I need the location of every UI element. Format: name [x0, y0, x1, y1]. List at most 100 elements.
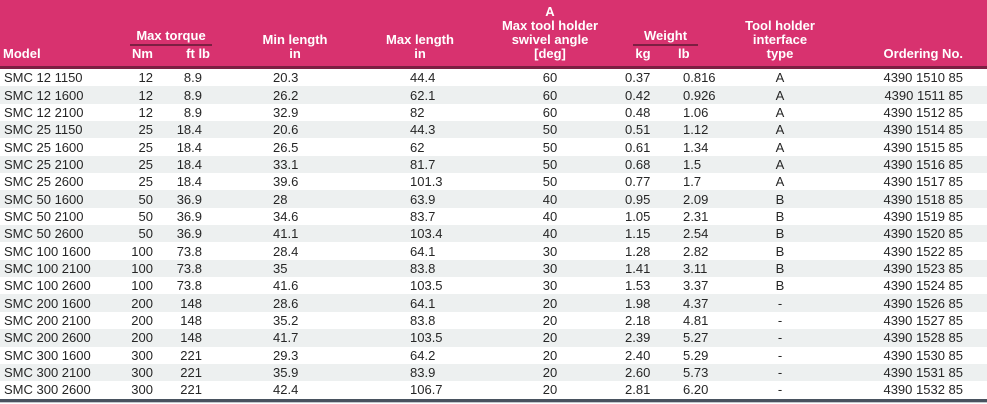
weight-units: kg lb — [620, 47, 722, 61]
cell-max-torque-nm: 25 — [138, 174, 153, 190]
cell-swivel-angle: 20 — [542, 347, 558, 363]
cell-weight-kg: 1.53 — [625, 278, 651, 294]
cell-weight-kg: 0.51 — [625, 122, 651, 138]
table-row: SMC 50 1600 50 36.9 28 63.9 40 0.95 2.09… — [0, 190, 987, 208]
cell-ordering-no: 4390 1511 85 — [884, 87, 963, 103]
cell-max-length: 44.4 — [410, 70, 436, 86]
cell-weight-lb: 2.54 — [683, 226, 709, 242]
cell-swivel-angle: 20 — [542, 312, 558, 328]
cell-model: SMC 25 1600 — [4, 139, 84, 155]
cell-max-torque-ftlb: 36.9 — [176, 226, 202, 242]
cell-max-torque-ftlb: 148 — [180, 330, 202, 346]
cell-weight-kg: 0.42 — [625, 87, 651, 103]
cell-interface-type: - — [777, 312, 783, 328]
cell-weight-kg: 1.15 — [625, 226, 651, 242]
cell-weight-lb: 5.29 — [683, 347, 709, 363]
cell-interface-type: A — [775, 87, 785, 103]
cell-min-length: 41.6 — [273, 278, 299, 294]
cell-min-length: 33.1 — [273, 156, 299, 172]
cell-ordering-no: 4390 1516 85 — [883, 156, 963, 172]
cell-weight-lb: 6.20 — [683, 382, 709, 398]
cell-max-torque-nm: 100 — [131, 243, 153, 259]
table-row: SMC 300 1600 300 221 29.3 64.2 20 2.40 5… — [0, 347, 987, 364]
cell-max-torque-nm: 25 — [138, 156, 153, 172]
cell-ordering-no: 4390 1519 85 — [883, 208, 963, 224]
cell-weight-kg: 2.18 — [625, 312, 651, 328]
cell-weight-kg: 0.68 — [625, 156, 651, 172]
table-row: SMC 200 2100 200 148 35.2 83.8 20 2.18 4… — [0, 312, 987, 329]
cell-model: SMC 25 2100 — [4, 156, 84, 172]
col-header-model: Model — [0, 0, 130, 66]
cell-weight-kg: 1.28 — [625, 243, 651, 259]
cell-interface-type: B — [775, 243, 785, 259]
cell-interface-type: A — [775, 122, 785, 138]
cell-swivel-angle: 30 — [542, 260, 558, 276]
cell-model: SMC 50 2100 — [4, 208, 84, 224]
cell-max-length: 64.1 — [410, 243, 436, 259]
cell-max-torque-nm: 200 — [131, 295, 153, 311]
cell-min-length: 41.1 — [273, 226, 299, 242]
cell-ordering-no: 4390 1517 85 — [883, 174, 963, 190]
cell-weight-kg: 2.81 — [625, 382, 651, 398]
cell-weight-kg: 2.40 — [625, 347, 651, 363]
table-row: SMC 200 1600 200 148 28.6 64.1 20 1.98 4… — [0, 294, 987, 312]
cell-ordering-no: 4390 1523 85 — [883, 260, 963, 276]
cell-weight-lb: 0.816 — [683, 70, 716, 86]
cell-max-torque-ftlb: 18.4 — [176, 174, 202, 190]
cell-min-length: 35 — [273, 260, 288, 276]
header-separator-line — [0, 66, 987, 69]
cell-min-length: 28.6 — [273, 295, 299, 311]
table-row: SMC 25 2600 25 18.4 39.6 101.3 50 0.77 1… — [0, 173, 987, 190]
cell-weight-kg: 2.39 — [625, 330, 651, 346]
cell-interface-type: - — [777, 365, 783, 381]
cell-ordering-no: 4390 1522 85 — [883, 243, 963, 259]
cell-max-torque-nm: 50 — [138, 226, 153, 242]
cell-max-torque-ftlb: 18.4 — [176, 122, 202, 138]
cell-interface-type: B — [775, 226, 785, 242]
cell-model: SMC 50 1600 — [4, 191, 84, 207]
cell-max-length: 103.4 — [410, 226, 443, 242]
cell-ordering-no: 4390 1530 85 — [883, 347, 963, 363]
cell-max-torque-ftlb: 18.4 — [176, 156, 202, 172]
cell-max-length: 63.9 — [410, 191, 436, 207]
table-row: SMC 100 2600 100 73.8 41.6 103.5 30 1.53… — [0, 277, 987, 294]
cell-ordering-no: 4390 1524 85 — [883, 278, 963, 294]
header-min-length-label: Min length — [262, 32, 328, 47]
cell-max-length: 106.7 — [410, 382, 443, 398]
table-row: SMC 12 1600 12 8.9 26.2 62.1 60 0.42 0.9… — [0, 86, 987, 104]
table-row: SMC 300 2100 300 221 35.9 83.9 20 2.60 5… — [0, 363, 987, 382]
header-min-length-unit: in — [289, 46, 301, 61]
cell-weight-kg: 1.05 — [625, 208, 651, 224]
cell-max-torque-ftlb: 73.8 — [176, 278, 202, 294]
table-row: SMC 25 1600 25 18.4 26.5 62 50 0.61 1.34… — [0, 138, 987, 155]
cell-interface-type: B — [775, 260, 785, 276]
cell-model: SMC 12 2100 — [4, 104, 84, 120]
cell-weight-kg: 0.77 — [625, 174, 651, 190]
cell-weight-kg: 1.41 — [625, 260, 651, 276]
cell-max-length: 81.7 — [410, 156, 436, 172]
cell-max-torque-nm: 50 — [138, 208, 153, 224]
col-header-max-torque: Max torque Nm ft lb — [130, 0, 230, 66]
table-row: SMC 200 2600 200 148 41.7 103.5 20 2.39 … — [0, 329, 987, 347]
cell-max-length: 64.2 — [410, 347, 436, 363]
cell-swivel-angle: 20 — [542, 330, 558, 346]
cell-interface-type: A — [775, 139, 785, 155]
cell-weight-lb: 4.37 — [683, 295, 709, 311]
header-swivel-line2: Max tool holder — [501, 18, 599, 33]
table-body: SMC 12 1150 12 8.9 20.3 44.4 60 0.37 0.8… — [0, 69, 987, 399]
cell-swivel-angle: 50 — [542, 156, 558, 172]
header-interface-line3: type — [766, 46, 794, 61]
header-lb-label: lb — [678, 46, 690, 61]
cell-weight-lb: 0.926 — [683, 87, 716, 103]
cell-weight-lb: 1.12 — [683, 122, 709, 138]
cell-max-length: 62 — [410, 139, 425, 155]
cell-max-length: 62.1 — [410, 87, 436, 103]
cell-model: SMC 25 2600 — [4, 174, 84, 190]
cell-max-torque-ftlb: 148 — [180, 312, 202, 328]
cell-weight-kg: 0.61 — [625, 139, 651, 155]
cell-swivel-angle: 30 — [542, 243, 558, 259]
header-ordering-label: Ordering No. — [883, 46, 963, 61]
cell-ordering-no: 4390 1514 85 — [883, 122, 963, 138]
cell-max-torque-ftlb: 36.9 — [176, 191, 202, 207]
